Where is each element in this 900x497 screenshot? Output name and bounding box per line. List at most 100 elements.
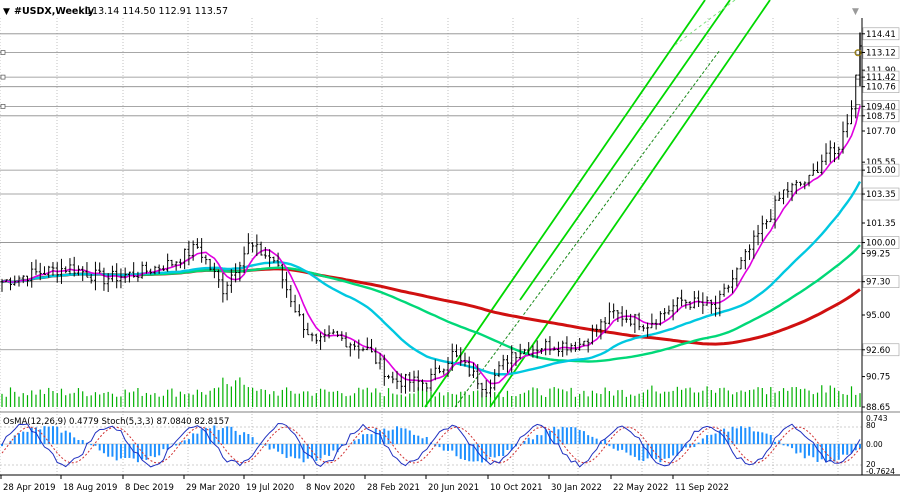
grid xyxy=(0,18,839,475)
price-tick-label: 90.75 xyxy=(866,373,890,383)
osma-bar xyxy=(642,444,645,462)
ma-cyan-line[interactable] xyxy=(1,181,862,376)
osma-bar xyxy=(859,444,861,449)
osma-bar xyxy=(149,444,152,457)
ohlc-values: 113.14 114.50 112.91 113.57 xyxy=(86,6,228,17)
osma-bar xyxy=(319,444,322,459)
osma-bar xyxy=(107,444,110,457)
osma-bar xyxy=(289,444,292,457)
osma-bar xyxy=(285,444,288,458)
osma-bar xyxy=(616,444,619,451)
osma-bar xyxy=(357,439,360,444)
level-handle[interactable] xyxy=(0,104,6,109)
osma-bar xyxy=(417,435,420,444)
price-tick-label: 105.55 xyxy=(866,158,896,168)
close-chart-icon[interactable]: ▼ xyxy=(852,7,859,17)
osma-bar xyxy=(587,435,590,444)
osma-bar xyxy=(77,440,80,444)
osma-bar xyxy=(34,427,37,444)
osma-bar xyxy=(238,434,241,444)
osma-bar xyxy=(362,434,365,444)
osma-bar xyxy=(226,426,229,444)
osma-bar xyxy=(336,444,339,453)
horizontal-levels xyxy=(0,33,862,351)
osma-bar xyxy=(463,444,466,460)
osma-bar xyxy=(425,436,428,444)
osma-bar xyxy=(752,431,755,444)
osma-bar xyxy=(812,444,815,458)
osma-bar xyxy=(493,444,496,458)
osma-bar xyxy=(251,437,254,444)
osma-bar xyxy=(765,433,768,444)
channel-projection[interactable] xyxy=(674,0,736,46)
osma-bar xyxy=(391,429,394,444)
price-tick-label: 114.41 xyxy=(866,30,896,40)
osma-bar xyxy=(774,441,777,444)
osma-bar xyxy=(680,444,683,451)
channel-outer[interactable] xyxy=(519,0,731,301)
osma-bar xyxy=(829,444,832,462)
osma-bar xyxy=(684,444,687,448)
osma-bar xyxy=(553,426,556,444)
osma-bar xyxy=(769,435,772,444)
osma-bar xyxy=(820,444,823,460)
oscillator-title: OsMA(12,26,9) 0.4779 Stoch(5,3,3) 87.084… xyxy=(3,417,229,427)
time-tick-label: 8 Nov 2020 xyxy=(306,483,355,493)
osma-bar xyxy=(298,444,301,459)
time-tick-label: 29 Mar 2020 xyxy=(186,483,240,493)
osma-bar xyxy=(612,444,615,449)
osma-bar xyxy=(213,425,216,444)
price-tick-label: 113.12 xyxy=(866,48,896,58)
osma-bar xyxy=(842,444,845,455)
osma-bar xyxy=(672,444,675,456)
osma-zero-label: 0.00 xyxy=(866,440,883,449)
ma-slow-line[interactable] xyxy=(1,267,861,346)
osma-bar xyxy=(264,444,267,446)
osma-bar xyxy=(786,444,789,447)
osma-bar xyxy=(706,435,709,444)
channel-lower[interactable] xyxy=(489,0,771,408)
osma-bar xyxy=(510,444,513,450)
osma-bar xyxy=(255,442,258,444)
osma-bar xyxy=(187,439,190,444)
time-tick-label: 11 Sep 2022 xyxy=(675,483,729,493)
osma-bar xyxy=(200,429,203,444)
osma-bar xyxy=(621,444,624,450)
level-handle[interactable] xyxy=(0,50,6,55)
symbol-dropdown-icon[interactable]: ▼ xyxy=(3,7,10,17)
osma-bar xyxy=(655,444,658,460)
osma-bar xyxy=(323,444,326,455)
osma-bar xyxy=(277,444,280,452)
osma-bar xyxy=(217,429,220,444)
osma-bar xyxy=(808,444,811,456)
price-tick-label: 88.65 xyxy=(866,403,890,413)
osma-bar xyxy=(459,444,462,459)
osma-bar xyxy=(659,444,662,463)
osma-bar xyxy=(676,444,679,456)
level-handle[interactable] xyxy=(0,74,6,80)
channel-upper[interactable] xyxy=(424,0,706,408)
osma-bar xyxy=(400,428,403,444)
osma-bar xyxy=(56,426,59,444)
osma-bar xyxy=(81,440,84,444)
osma-bar xyxy=(119,444,122,459)
osma-bar xyxy=(599,441,602,444)
osma-bar xyxy=(47,426,50,444)
osma-bar xyxy=(413,434,416,444)
osma-bar xyxy=(328,444,331,456)
osma-bar xyxy=(485,444,488,462)
price-tick-label: 103.35 xyxy=(866,190,896,200)
osma-bar xyxy=(795,444,798,454)
osma-bar xyxy=(480,444,483,463)
osma-bar xyxy=(578,429,581,444)
osma-bar xyxy=(22,431,25,444)
symbol-title: #USDX,Weekly xyxy=(14,6,95,17)
price-tick-label: 95.00 xyxy=(866,311,890,321)
osma-bar xyxy=(370,434,373,444)
channel-mid[interactable] xyxy=(454,49,721,408)
osma-bar xyxy=(158,444,161,456)
price-tick-label: 101.35 xyxy=(866,219,896,229)
osma-bar xyxy=(825,444,828,463)
osma-bar xyxy=(442,444,445,451)
